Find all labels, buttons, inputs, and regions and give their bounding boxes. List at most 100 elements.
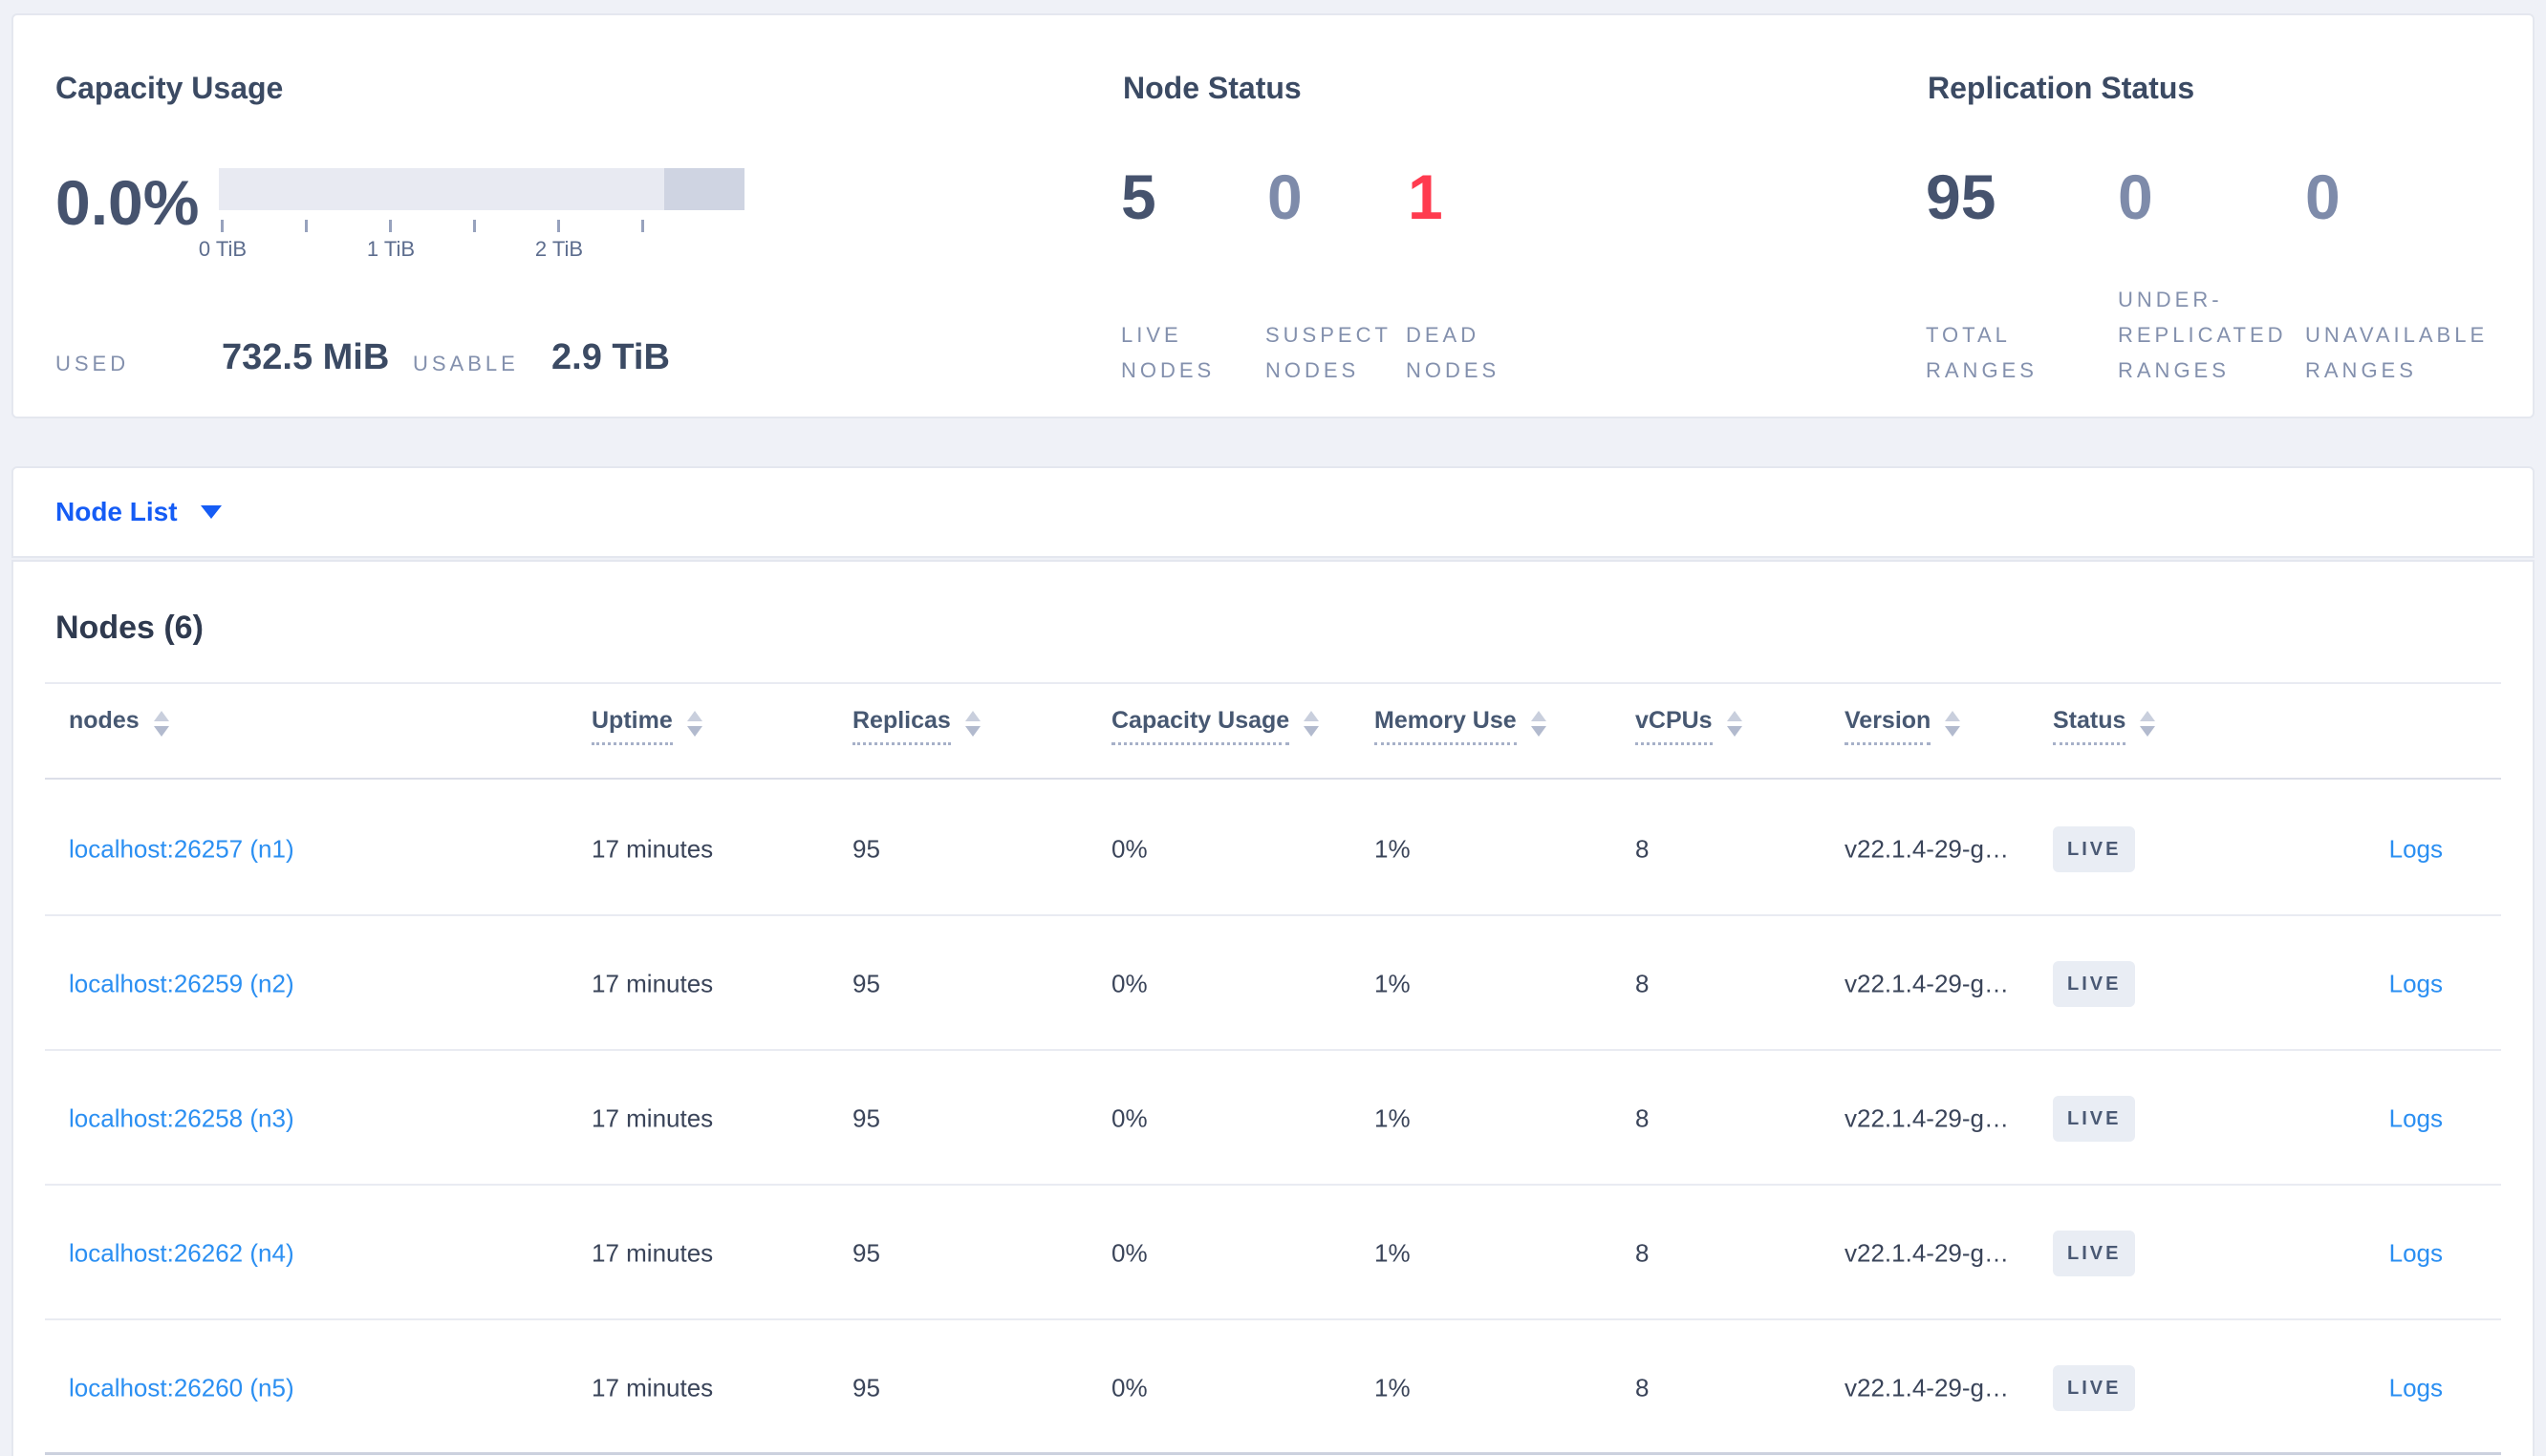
under-replicated-ranges-count: 0: [2118, 161, 2153, 232]
sort-icon[interactable]: [1726, 711, 1742, 737]
status-badge: LIVE: [2053, 960, 2136, 1007]
nodes-table-card: Nodes (6) nodes Uptime Replicas Capacity…: [11, 560, 2535, 1456]
sort-icon[interactable]: [2140, 711, 2156, 737]
uptime-cell: 17 minutes: [592, 969, 714, 997]
uptime-cell: 17 minutes: [592, 1238, 714, 1267]
nodes-section-title: Nodes (6): [55, 610, 204, 646]
dead-nodes-label: DEAD NODES: [1406, 323, 1500, 382]
replication-status-title: Replication Status: [1928, 71, 2195, 105]
uptime-cell: 17 minutes: [592, 1103, 714, 1132]
replicas-cell: 95: [852, 969, 880, 997]
replicas-cell: 95: [852, 1103, 880, 1132]
memory-use-cell: 1%: [1374, 1238, 1411, 1267]
column-header-capacity-usage[interactable]: Capacity Usage: [1111, 707, 1320, 745]
nodes-table-body: localhost:26257 (n1) 17 minutes 95 0% 1%…: [13, 782, 2533, 1455]
view-selector-bar: Node List: [11, 466, 2535, 558]
gauge-tick: [641, 220, 644, 232]
node-link[interactable]: localhost:26258 (n3): [69, 1103, 294, 1132]
sort-icon[interactable]: [686, 711, 702, 737]
node-status-title: Node Status: [1123, 71, 1302, 105]
column-header-vcpus[interactable]: vCPUs: [1635, 707, 1742, 745]
status-cell: LIVE: [2053, 825, 2136, 872]
total-ranges-label: TOTAL RANGES: [1926, 323, 2038, 382]
vcpus-cell: 8: [1635, 1103, 1650, 1132]
chevron-down-icon: [200, 505, 222, 519]
capacity-usage-cell: 0%: [1111, 1373, 1148, 1402]
vcpus-cell: 8: [1635, 1373, 1650, 1402]
logs-link[interactable]: Logs: [2388, 1238, 2443, 1267]
gauge-tick-label: 2 TiB: [534, 237, 584, 261]
status-cell: LIVE: [2053, 1364, 2136, 1411]
status-badge: LIVE: [2053, 1095, 2136, 1142]
column-header-memory-use[interactable]: Memory Use: [1374, 707, 1546, 745]
memory-use-cell: 1%: [1374, 1373, 1411, 1402]
node-link[interactable]: localhost:26259 (n2): [69, 969, 294, 997]
capacity-usage-cell: 0%: [1111, 969, 1148, 997]
dead-nodes-count: 1: [1408, 161, 1443, 232]
column-header-version[interactable]: Version: [1845, 707, 1961, 745]
uptime-cell: 17 minutes: [592, 1373, 714, 1402]
capacity-used-percent: 0.0%: [55, 167, 200, 238]
node-link[interactable]: localhost:26257 (n1): [69, 834, 294, 863]
live-nodes-count: 5: [1121, 161, 1156, 232]
vcpus-cell: 8: [1635, 969, 1650, 997]
status-cell: LIVE: [2053, 1095, 2136, 1142]
memory-use-cell: 1%: [1374, 834, 1411, 863]
table-row: localhost:26260 (n5) 17 minutes 95 0% 1%…: [13, 1320, 2533, 1455]
node-link[interactable]: localhost:26260 (n5): [69, 1373, 294, 1402]
status-badge: LIVE: [2053, 1230, 2136, 1276]
table-row: localhost:26262 (n4) 17 minutes 95 0% 1%…: [13, 1186, 2533, 1320]
node-list-dropdown-label: Node List: [55, 497, 178, 526]
sort-icon[interactable]: [153, 711, 169, 737]
gauge-tick: [305, 220, 308, 232]
status-badge: LIVE: [2053, 1364, 2136, 1411]
under-replicated-ranges-label: UNDER-REPLICATED RANGES: [2118, 288, 2287, 382]
gauge-tick-label: 0 TiB: [198, 237, 248, 261]
live-nodes-label: LIVE NODES: [1121, 323, 1216, 382]
replicas-cell: 95: [852, 1238, 880, 1267]
gauge-tick: [557, 220, 560, 232]
gauge-tick-label: 1 TiB: [366, 237, 416, 261]
used-value: 732.5 MiB: [222, 337, 390, 377]
sort-icon[interactable]: [964, 711, 981, 737]
vcpus-cell: 8: [1635, 1238, 1650, 1267]
total-ranges-count: 95: [1926, 161, 1996, 232]
column-header-status[interactable]: Status: [2053, 707, 2156, 745]
unavailable-ranges-label: UNAVAILABLE RANGES: [2305, 323, 2489, 382]
status-cell: LIVE: [2053, 960, 2136, 1007]
replicas-cell: 95: [852, 1373, 880, 1402]
column-header-uptime[interactable]: Uptime: [592, 707, 702, 745]
capacity-gauge-bar: [219, 168, 744, 210]
memory-use-cell: 1%: [1374, 969, 1411, 997]
suspect-nodes-count: 0: [1267, 161, 1303, 232]
version-cell: v22.1.4-29-g…: [1845, 1238, 2009, 1267]
logs-link[interactable]: Logs: [2388, 834, 2443, 863]
column-header-nodes[interactable]: nodes: [69, 707, 169, 745]
vcpus-cell: 8: [1635, 834, 1650, 863]
uptime-cell: 17 minutes: [592, 834, 714, 863]
capacity-usage-cell: 0%: [1111, 834, 1148, 863]
logs-link[interactable]: Logs: [2388, 1103, 2443, 1132]
logs-link[interactable]: Logs: [2388, 969, 2443, 997]
version-cell: v22.1.4-29-g…: [1845, 969, 2009, 997]
version-cell: v22.1.4-29-g…: [1845, 834, 2009, 863]
sort-icon[interactable]: [1304, 711, 1320, 737]
divider: [45, 682, 2501, 684]
sort-icon[interactable]: [1945, 711, 1961, 737]
usable-label: USABLE: [413, 352, 519, 375]
gauge-tick: [389, 220, 392, 232]
gauge-tick: [221, 220, 224, 232]
table-row: localhost:26258 (n3) 17 minutes 95 0% 1%…: [13, 1051, 2533, 1186]
capacity-usage-title: Capacity Usage: [55, 71, 284, 105]
replicas-cell: 95: [852, 834, 880, 863]
sort-icon[interactable]: [1530, 711, 1546, 737]
logs-link[interactable]: Logs: [2388, 1373, 2443, 1402]
node-link[interactable]: localhost:26262 (n4): [69, 1238, 294, 1267]
version-cell: v22.1.4-29-g…: [1845, 1103, 2009, 1132]
status-badge: LIVE: [2053, 825, 2136, 872]
node-list-dropdown[interactable]: Node List: [55, 497, 222, 527]
column-header-replicas[interactable]: Replicas: [852, 707, 981, 745]
gauge-tick: [473, 220, 476, 232]
capacity-usage-cell: 0%: [1111, 1238, 1148, 1267]
usable-value: 2.9 TiB: [551, 337, 670, 377]
